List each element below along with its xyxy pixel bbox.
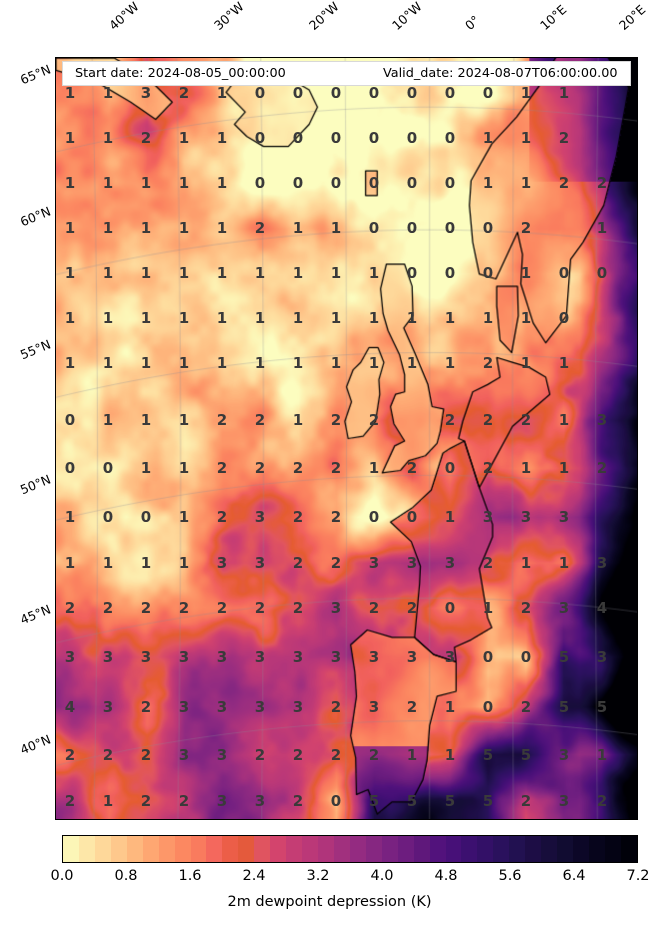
colorbar-step: [604, 836, 621, 862]
colorbar-step: [318, 836, 334, 862]
colorbar-step: [302, 836, 318, 862]
colorbar-tick-8: 6.4: [562, 868, 586, 884]
colorbar-tick-3: 2.4: [242, 868, 266, 884]
colorbar-step: [63, 836, 79, 862]
lat-tick-5: 40°N: [17, 731, 53, 758]
colorbar-tick-5: 4.0: [370, 868, 394, 884]
colorbar-step: [222, 836, 239, 862]
colorbar-step: [142, 836, 159, 862]
colorbar-step: [286, 836, 303, 862]
lat-tick-1: 60°N: [17, 203, 53, 230]
colorbar-step: [477, 836, 494, 862]
lon-tick-4: 0°: [461, 12, 483, 33]
dewpoint-depression-heatmap: [56, 58, 637, 819]
colorbar-step: [429, 836, 446, 862]
colorbar-step: [365, 836, 382, 862]
colorbar-step: [78, 836, 95, 862]
lon-tick-2: 20°W: [305, 0, 342, 34]
start-date-label: Start date: 2024-08-05_00:00:00: [75, 66, 286, 81]
colorbar-step: [238, 836, 255, 862]
colorbar-step: [333, 836, 350, 862]
colorbar-step: [270, 836, 287, 862]
lon-tick-0: 40°W: [105, 0, 142, 34]
map-plot-area: [55, 57, 638, 820]
colorbar-step: [349, 836, 366, 862]
colorbar-tick-2: 1.6: [178, 868, 202, 884]
lon-tick-1: 30°W: [210, 0, 247, 34]
colorbar-tick-4: 3.2: [306, 868, 330, 884]
lat-tick-4: 45°N: [17, 601, 53, 628]
lat-tick-2: 55°N: [17, 336, 53, 363]
colorbar-step: [254, 836, 271, 862]
colorbar-tick-6: 4.8: [434, 868, 458, 884]
valid-date-label: Valid_date: 2024-08-07T06:00:00.00: [383, 66, 618, 81]
lon-tick-6: 20°E: [615, 1, 649, 33]
colorbar-step: [126, 836, 143, 862]
colorbar-step: [397, 836, 414, 862]
lon-tick-5: 10°E: [536, 1, 570, 33]
colorbar-step: [445, 836, 462, 862]
colorbar-step: [557, 836, 573, 862]
colorbar-step: [158, 836, 175, 862]
colorbar-step: [381, 836, 398, 862]
colorbar-step: [206, 836, 223, 862]
colorbar-tick-0: 0.0: [50, 868, 74, 884]
title-bar: Start date: 2024-08-05_00:00:00 Valid_da…: [62, 61, 631, 86]
lat-tick-0: 65°N: [17, 61, 53, 88]
lat-tick-3: 50°N: [17, 471, 53, 498]
colorbar-axis-label: 2m dewpoint depression (K): [227, 894, 432, 910]
colorbar-step: [110, 836, 127, 862]
lon-tick-3: 10°W: [388, 0, 425, 34]
colorbar-step: [413, 836, 430, 862]
colorbar-step: [190, 836, 207, 862]
colorbar-gradient: [62, 835, 638, 863]
colorbar-tick-1: 0.8: [114, 868, 138, 884]
colorbar-tick-9: 7.2: [626, 868, 650, 884]
colorbar-step: [94, 836, 111, 862]
colorbar-step: [525, 836, 542, 862]
colorbar-tick-7: 5.6: [498, 868, 522, 884]
colorbar-step: [493, 836, 510, 862]
colorbar-step: [174, 836, 191, 862]
colorbar-step: [509, 836, 526, 862]
colorbar-step: [573, 836, 589, 862]
colorbar-step: [588, 836, 605, 862]
colorbar: [62, 835, 638, 863]
colorbar-step: [620, 836, 637, 862]
colorbar-step: [461, 836, 478, 862]
colorbar-step: [541, 836, 558, 862]
